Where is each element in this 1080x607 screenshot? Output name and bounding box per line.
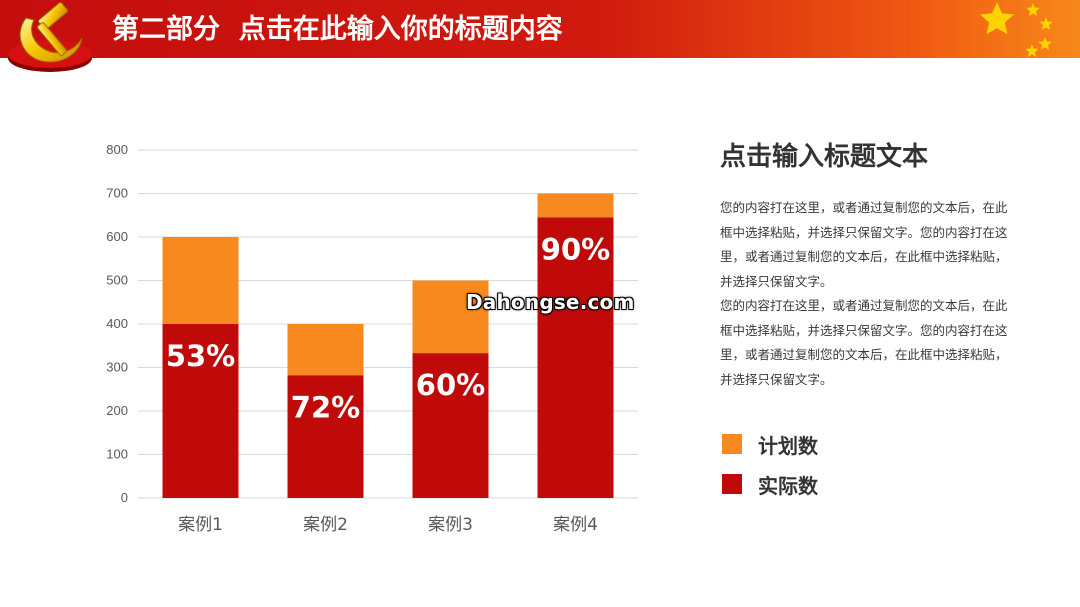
legend: 计划数 实际数 [722, 430, 818, 510]
small-star-icon [1039, 17, 1053, 30]
bar-actual [412, 353, 489, 498]
page-title: 第二部分 点击在此输入你的标题内容 [112, 14, 563, 45]
five-stars-icon [979, 2, 1053, 57]
watermark-text: Dahongse.com [466, 290, 635, 314]
big-star-icon [979, 2, 1015, 35]
legend-item-actual: 实际数 [722, 470, 818, 498]
bar-plan [537, 193, 614, 218]
y-tick-label: 0 [121, 490, 128, 505]
side-title: 点击输入标题文本 [720, 142, 929, 172]
hammer-sickle-emblem-icon [8, 2, 92, 72]
header-bar: 第二部分 点击在此输入你的标题内容 [0, 0, 1080, 72]
legend-swatch-actual [722, 474, 742, 494]
y-tick-label: 600 [106, 229, 128, 244]
small-star-icon [1026, 3, 1040, 16]
x-tick-label: 案例4 [553, 515, 598, 535]
bar-plan [287, 324, 364, 376]
small-star-icon [1038, 37, 1052, 50]
bar-actual [287, 375, 364, 498]
y-tick-label: 200 [106, 403, 128, 418]
legend-swatch-plan [722, 434, 742, 454]
y-tick-label: 800 [106, 142, 128, 157]
bar-actual [162, 324, 239, 498]
y-tick-label: 100 [106, 447, 128, 462]
legend-label-actual: 实际数 [758, 473, 818, 498]
side-paragraph-1: 您的内容打在这里，或者通过复制您的文本后，在此框中选择粘贴，并选择只保留文字。您… [720, 200, 1008, 289]
data-label: 72% [291, 390, 360, 424]
bar-actual [537, 217, 614, 499]
bar-plan [162, 237, 239, 324]
small-star-icon [1025, 44, 1039, 57]
x-tick-label: 案例2 [303, 515, 348, 535]
data-label: 60% [416, 368, 485, 402]
y-tick-label: 400 [106, 316, 128, 331]
data-label: 53% [166, 339, 235, 373]
y-tick-label: 700 [106, 186, 128, 201]
y-tick-label: 300 [106, 360, 128, 375]
side-paragraph-2: 您的内容打在这里，或者通过复制您的文本后，在此框中选择粘贴，并选择只保留文字。您… [720, 298, 1008, 387]
data-label: 90% [541, 232, 610, 266]
legend-item-plan: 计划数 [722, 430, 818, 458]
legend-label-plan: 计划数 [758, 433, 818, 458]
stacked-bar-chart: 0 100 200 300 400 500 600 700 800 53% 案例1 72% 案例2 60%… [106, 142, 638, 535]
y-tick-label: 500 [106, 273, 128, 288]
x-tick-label: 案例3 [428, 515, 473, 535]
bar-plan [412, 280, 489, 354]
x-tick-label: 案例1 [178, 515, 223, 535]
